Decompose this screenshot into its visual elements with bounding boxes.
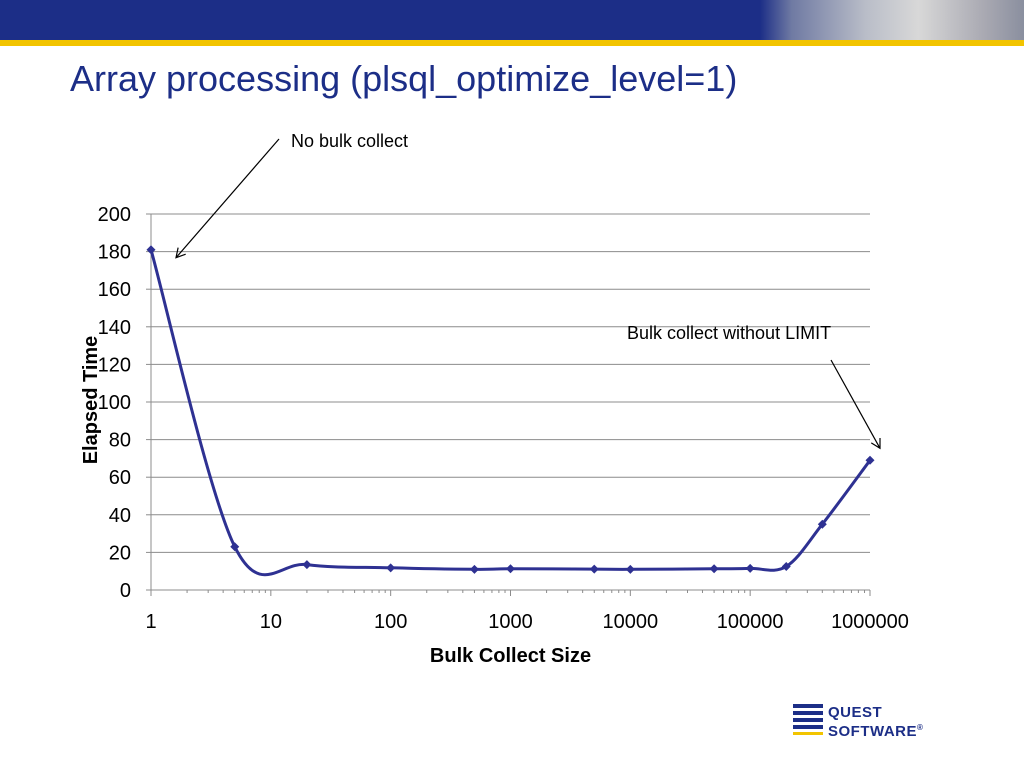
x-tick-label: 1 [145, 611, 156, 633]
data-point [302, 560, 312, 570]
x-tick-label: 100 [374, 611, 407, 633]
logo-text-quest: QUEST [828, 704, 883, 721]
y-tick-label: 100 [98, 392, 131, 414]
x-axis-title: Bulk Collect Size [430, 645, 591, 667]
x-tick-label: 10000 [603, 611, 659, 633]
annotation-no-bulk-collect: No bulk collect [291, 131, 408, 151]
annotation-arrow [175, 138, 280, 259]
quest-q-icon [793, 704, 823, 735]
data-point [589, 564, 599, 574]
data-point [709, 564, 719, 574]
data-point [230, 542, 240, 552]
data-point [146, 245, 156, 255]
x-tick-label: 1000 [488, 611, 533, 633]
data-point [386, 563, 396, 573]
quest-software-logo: QUEST SOFTWARE® [792, 700, 982, 740]
page-title: Array processing (plsql_optimize_level=1… [70, 58, 738, 99]
y-tick-label: 40 [109, 505, 131, 527]
y-tick-label: 0 [120, 580, 131, 602]
y-tick-label: 20 [109, 542, 131, 564]
y-tick-label: 60 [109, 467, 131, 489]
y-tick-label: 140 [98, 317, 131, 339]
header-photo [760, 0, 1024, 40]
data-point [865, 455, 875, 465]
y-tick-label: 180 [98, 242, 131, 264]
data-point [625, 564, 635, 574]
x-tick-label: 10 [260, 611, 282, 633]
y-tick-label: 160 [98, 279, 131, 301]
x-tick-label: 100000 [717, 611, 784, 633]
data-point [469, 564, 479, 574]
x-tick-label: 1000000 [831, 611, 909, 633]
data-point [781, 562, 791, 571]
y-tick-label: 80 [109, 430, 131, 452]
data-point [817, 519, 827, 529]
y-tick-label: 120 [98, 354, 131, 376]
y-axis-title: Elapsed Time [80, 336, 102, 465]
data-point [745, 563, 755, 573]
logo-text-software: SOFTWARE® [828, 723, 924, 740]
annotation-arrow [830, 359, 881, 450]
data-point [506, 564, 515, 574]
y-tick-label: 200 [98, 204, 131, 226]
series-line [149, 249, 872, 577]
header-stripe [0, 40, 1024, 46]
annotation-without-limit: Bulk collect without LIMIT [627, 323, 831, 343]
